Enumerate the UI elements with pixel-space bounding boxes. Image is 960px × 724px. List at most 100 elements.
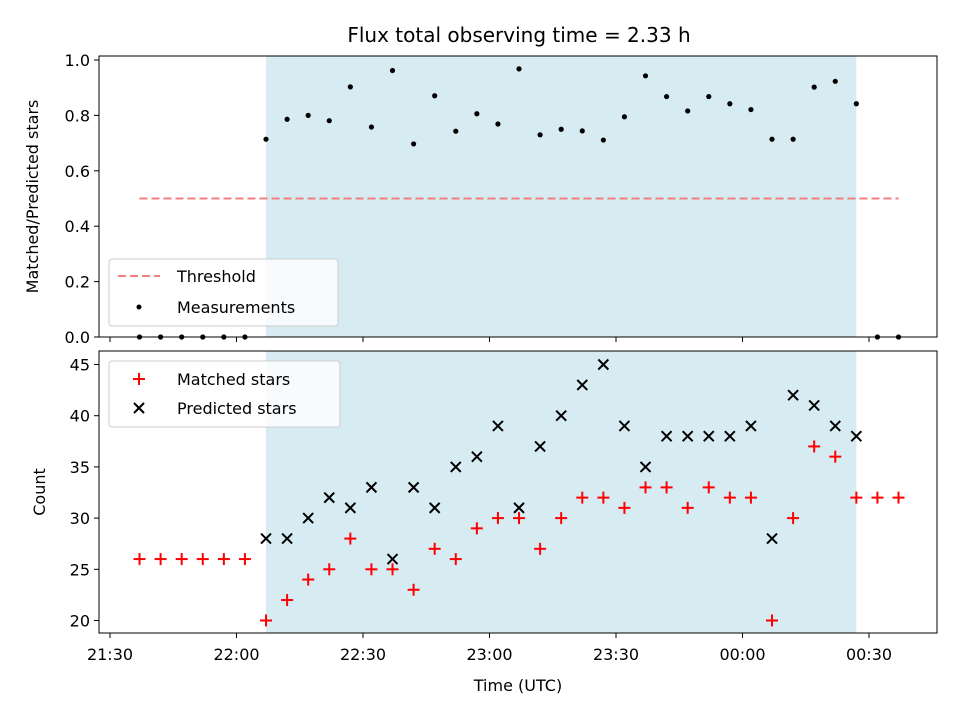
matched-star-point — [217, 553, 230, 566]
matched-star-point — [766, 614, 779, 627]
chart-title: Flux total observing time = 2.33 h — [347, 23, 690, 47]
predicted-star-point — [407, 481, 420, 494]
top-y-tick-label: 0.0 — [65, 328, 90, 347]
measurement-point — [600, 137, 606, 143]
top-y-tick-label: 0.6 — [65, 162, 90, 181]
legend-measurements-swatch — [136, 304, 142, 310]
legend-predicted-swatch — [133, 402, 145, 414]
matched-star-point — [702, 481, 715, 494]
measurement-point — [642, 73, 649, 79]
measurement-point — [347, 84, 353, 90]
top-observing-window — [266, 56, 857, 337]
predicted-star-point — [576, 379, 588, 391]
measurement-point — [748, 106, 754, 113]
matched-star-point — [344, 532, 357, 545]
measurement-point — [811, 84, 817, 90]
x-tick-label: 00:30 — [846, 645, 892, 664]
measurement-point — [495, 121, 501, 127]
predicted-star-point — [365, 481, 378, 494]
matched-star-point — [323, 563, 336, 576]
predicted-star-point — [386, 553, 399, 565]
predicted-star-point — [450, 461, 462, 473]
measurement-point — [516, 66, 522, 72]
predicted-star-point — [724, 430, 736, 442]
top-y-tick-label: 0.2 — [65, 273, 90, 292]
measurement-point — [432, 93, 438, 99]
predicted-star-point — [808, 399, 820, 412]
matched-star-point — [871, 491, 884, 504]
matched-star-point — [639, 481, 652, 494]
matched-star-point — [597, 491, 610, 504]
bottom-observing-window — [266, 351, 857, 633]
predicted-star-point — [492, 420, 504, 432]
measurement-point — [389, 67, 396, 74]
matched-star-point — [470, 522, 483, 535]
matched-star-point — [808, 440, 821, 453]
matched-star-point — [302, 573, 315, 586]
predicted-star-point — [302, 512, 314, 524]
predicted-star-point — [850, 430, 863, 442]
measurement-point — [621, 114, 628, 120]
matched-star-point — [175, 553, 188, 566]
legend-matched-label: Matched stars — [177, 370, 290, 389]
predicted-star-point — [745, 420, 757, 432]
bottom-axes-frame — [98, 350, 938, 634]
predicted-star-point — [660, 430, 673, 442]
matched-star-point — [365, 563, 378, 576]
legend-measurements-label: Measurements — [177, 298, 295, 317]
matched-star-point — [281, 594, 294, 607]
bottom-y-tick-label: 30 — [70, 509, 90, 528]
bottom-y-tick-label: 35 — [70, 458, 90, 477]
matched-star-point — [407, 583, 420, 596]
bottom-legend: Matched stars Predicted stars — [108, 360, 341, 428]
matched-star-point — [555, 512, 568, 525]
measurement-point — [664, 93, 670, 100]
legend-threshold-label: Threshold — [176, 267, 256, 286]
predicted-star-point — [829, 420, 841, 432]
x-tick-label: 22:00 — [213, 645, 259, 664]
bottom-y-tick-label: 45 — [70, 356, 90, 375]
measurement-point — [769, 136, 775, 142]
measurement-point — [579, 128, 585, 134]
bottom-legend-box — [108, 360, 341, 428]
predicted-star-point — [281, 532, 293, 545]
bottom-y-axis-label: Count — [30, 468, 49, 516]
matched-star-point — [723, 491, 736, 504]
x-tick-label: 21:30 — [87, 645, 133, 664]
measurement-point — [368, 124, 375, 130]
measurement-point — [558, 126, 564, 132]
matched-star-point — [576, 491, 589, 504]
x-axis-label: Time (UTC) — [473, 676, 562, 695]
predicted-star-point — [766, 532, 778, 545]
matched-star-point — [386, 563, 399, 576]
bottom-y-tick-label: 40 — [70, 407, 90, 426]
measurement-point — [284, 116, 290, 122]
predicted-star-point — [787, 389, 799, 401]
x-tick-label: 23:30 — [593, 645, 639, 664]
measurement-point — [727, 101, 733, 107]
matched-star-point — [534, 542, 547, 555]
measurement-point — [305, 112, 311, 118]
predicted-star-point — [323, 491, 335, 504]
matched-star-point — [618, 501, 631, 514]
predicted-star-point — [703, 430, 715, 442]
measurement-point — [453, 128, 459, 134]
measurement-point — [537, 132, 543, 138]
measurement-point — [853, 101, 859, 107]
bottom-panel: 20 25 30 35 40 45 21:30 22:00 22:30 23:00 23:30 00… — [30, 350, 938, 695]
matched-star-point — [744, 491, 757, 504]
predicted-star-point — [534, 440, 546, 453]
matched-star-point — [428, 542, 441, 555]
matched-star-point — [238, 553, 251, 566]
top-panel: 0.0 0.2 0.4 0.6 0.8 1.0 Matched/Predicted sta… — [23, 51, 938, 347]
predicted-star-point — [618, 420, 631, 432]
predicted-star-point — [639, 461, 652, 473]
top-y-tick-label: 0.8 — [65, 106, 90, 125]
bottom-y-tick-label: 20 — [70, 612, 90, 631]
measurement-point — [474, 111, 480, 117]
matched-star-point — [154, 553, 167, 566]
x-tick-label: 23:00 — [466, 645, 512, 664]
x-tick-label: 00:00 — [719, 645, 765, 664]
measurement-point — [411, 141, 417, 147]
